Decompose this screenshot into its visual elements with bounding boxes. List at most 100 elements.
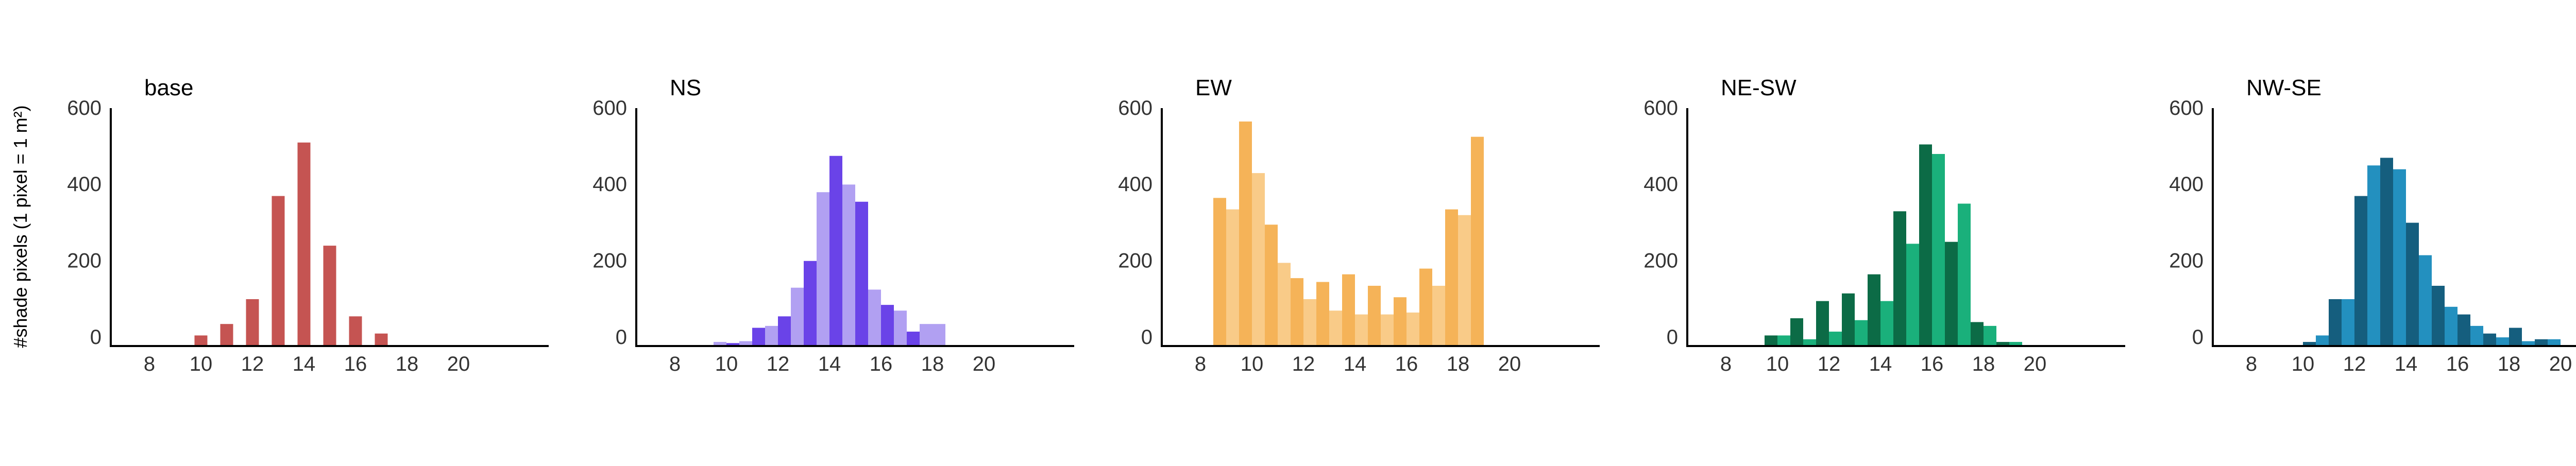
x-tick-label: 10 — [1241, 353, 1264, 375]
y-tick-label: 0 — [2192, 326, 2204, 349]
bar — [297, 142, 311, 345]
chart-title: NE-SW — [1721, 75, 1797, 100]
x-tick-label: 16 — [344, 353, 367, 375]
y-tick-label: 400 — [2169, 173, 2204, 196]
y-tick-label: 200 — [592, 250, 627, 272]
x-tick-label: 18 — [2498, 353, 2521, 375]
y-tick-label: 400 — [67, 173, 101, 196]
bar — [272, 196, 285, 345]
bar — [1893, 211, 1906, 345]
x-tick-label: 18 — [1447, 353, 1470, 375]
bar — [2406, 222, 2419, 345]
chart-title: EW — [1195, 75, 1232, 100]
bar — [2522, 341, 2535, 345]
bar — [1265, 225, 1278, 345]
bar — [2380, 158, 2393, 345]
x-tick-label: 10 — [1766, 353, 1789, 375]
x-tick-label: 8 — [144, 353, 155, 375]
y-tick-label: 600 — [2169, 97, 2204, 119]
bar — [194, 335, 208, 345]
bar — [1252, 173, 1265, 345]
bar — [2329, 299, 2342, 345]
x-tick-label: 20 — [447, 353, 470, 375]
bar — [1816, 301, 1829, 345]
bar — [868, 289, 881, 345]
bar — [1880, 301, 1893, 345]
bar — [1829, 332, 1842, 345]
chart-panel-1: NS 0 200 400 600 8 10 12 14 16 18 20 — [592, 75, 1074, 375]
chart-panel-3: NE-SW 0 200 400 600 8 10 12 14 16 18 20 — [1643, 75, 2125, 375]
y-axis-label: #shade pixels (1 pixel = 1 m²) — [10, 105, 31, 348]
bar — [855, 201, 868, 345]
bar — [375, 333, 388, 345]
bar — [1381, 314, 1394, 345]
bar — [726, 343, 739, 345]
bar — [1458, 215, 1471, 345]
y-tick-label: 400 — [1118, 173, 1153, 196]
bar — [2303, 342, 2316, 345]
x-tick-label: 10 — [190, 353, 213, 375]
bar — [1971, 322, 1984, 345]
x-tick-label: 8 — [2246, 353, 2257, 375]
bar — [349, 316, 362, 345]
bar — [1213, 198, 1226, 345]
bar — [752, 327, 765, 345]
bar — [2535, 339, 2548, 345]
bar — [1868, 274, 1880, 345]
chart-panel-4: NW-SE 0 200 400 600 8 10 12 14 16 18 20 — [2169, 75, 2576, 375]
x-tick-label: 16 — [1395, 353, 1418, 375]
bar — [2342, 299, 2354, 345]
bar — [907, 332, 920, 345]
bar — [881, 305, 894, 345]
y-tick-label: 0 — [1141, 326, 1153, 349]
x-tick-label: 14 — [2395, 353, 2418, 375]
bar — [1996, 342, 2009, 345]
bar — [1984, 325, 1996, 345]
y-tick-label: 200 — [1643, 250, 1678, 272]
bar — [894, 310, 907, 345]
bar — [1419, 268, 1432, 345]
y-tick-label: 400 — [1643, 173, 1678, 196]
bar — [1471, 136, 1484, 345]
y-tick-label: 600 — [592, 97, 627, 119]
bar — [829, 156, 842, 345]
x-tick-label: 8 — [1195, 353, 1206, 375]
bar — [1342, 274, 1355, 345]
bar — [817, 192, 829, 345]
bar — [2393, 169, 2406, 345]
y-tick-label: 0 — [1667, 326, 1678, 349]
bar — [1394, 297, 1406, 345]
bar — [2458, 314, 2470, 345]
x-tick-label: 10 — [2292, 353, 2315, 375]
bar — [246, 299, 259, 345]
bar — [1316, 282, 1329, 345]
bar — [1945, 241, 1958, 345]
x-tick-label: 14 — [818, 353, 841, 375]
bar — [714, 342, 726, 345]
bar — [2354, 196, 2367, 345]
bar — [2483, 333, 2496, 345]
bar — [1432, 286, 1445, 345]
x-tick-label: 12 — [1818, 353, 1841, 375]
bar — [1855, 320, 1868, 345]
bar — [2445, 306, 2458, 345]
chart-panel-0: base 0 200 400 600 8 10 12 14 16 18 20 — [67, 75, 549, 375]
bar — [2419, 255, 2432, 345]
chart-panel-2: EW 0 200 400 600 8 10 12 14 16 18 20 — [1118, 75, 1600, 375]
x-tick-label: 16 — [870, 353, 893, 375]
x-tick-label: 14 — [1344, 353, 1367, 375]
x-tick-label: 14 — [1869, 353, 1892, 375]
x-tick-label: 18 — [921, 353, 944, 375]
bar — [323, 246, 336, 345]
x-tick-label: 12 — [767, 353, 790, 375]
bar — [2432, 286, 2445, 345]
x-tick-label: 10 — [715, 353, 738, 375]
bar — [765, 325, 778, 345]
bar — [804, 261, 817, 345]
bar — [778, 316, 791, 345]
bar — [1919, 144, 1932, 345]
x-tick-label: 12 — [1292, 353, 1315, 375]
bar — [2470, 325, 2483, 345]
bar — [1406, 312, 1419, 345]
